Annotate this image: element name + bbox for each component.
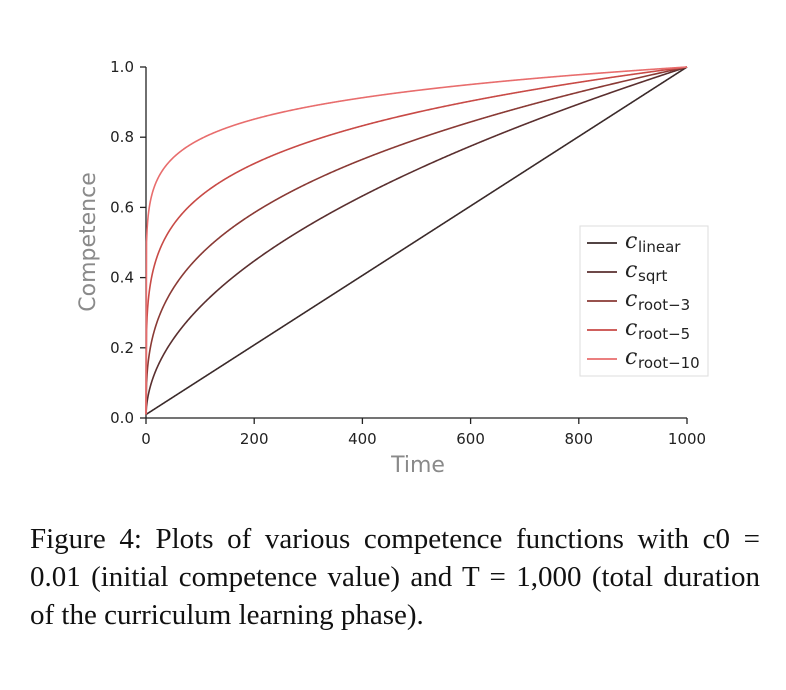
y-tick-label: 0.8 <box>110 128 134 146</box>
legend-label: sqrt <box>638 267 668 285</box>
y-tick-label: 0.0 <box>110 409 134 427</box>
axes: 0 200 400 600 800 1000 0.0 0.2 0.4 0.6 0.8 1.0 <box>110 58 706 448</box>
legend-label: linear <box>638 238 681 256</box>
y-tick-label: 0.4 <box>110 269 134 287</box>
y-tick-label: 1.0 <box>110 58 134 76</box>
legend-label: root−10 <box>638 354 700 372</box>
legend-symbol: c <box>625 287 637 312</box>
legend-label: root−3 <box>638 296 690 314</box>
x-tick-label: 200 <box>240 430 269 448</box>
legend-symbol: c <box>625 316 637 341</box>
series-layer <box>145 66 688 416</box>
x-axis-label: Time <box>390 453 445 478</box>
y-tick-label: 0.6 <box>110 198 134 216</box>
x-tick-label: 1000 <box>668 430 706 448</box>
x-tick-label: 800 <box>564 430 593 448</box>
legend-symbol: c <box>625 258 637 283</box>
y-axis-label: Competence <box>76 172 101 312</box>
legend-symbol: c <box>625 229 637 254</box>
series-line-root-10 <box>145 66 688 415</box>
series-line-root-5 <box>145 66 688 415</box>
series-line-sqrt <box>145 66 688 415</box>
figure-caption: Figure 4: Plots of various competence fu… <box>30 523 760 631</box>
legend-symbol: c <box>625 345 637 370</box>
series-line-root-3 <box>145 66 688 415</box>
x-tick-label: 600 <box>456 430 485 448</box>
x-tick-label: 0 <box>141 430 151 448</box>
legend-label: root−5 <box>638 325 690 343</box>
y-tick-label: 0.2 <box>110 339 134 357</box>
series-line-linear <box>145 66 688 416</box>
x-tick-label: 400 <box>348 430 377 448</box>
